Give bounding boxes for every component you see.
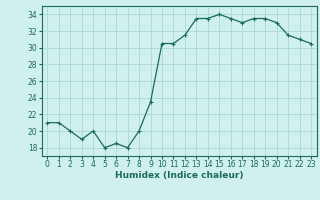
X-axis label: Humidex (Indice chaleur): Humidex (Indice chaleur) bbox=[115, 171, 244, 180]
